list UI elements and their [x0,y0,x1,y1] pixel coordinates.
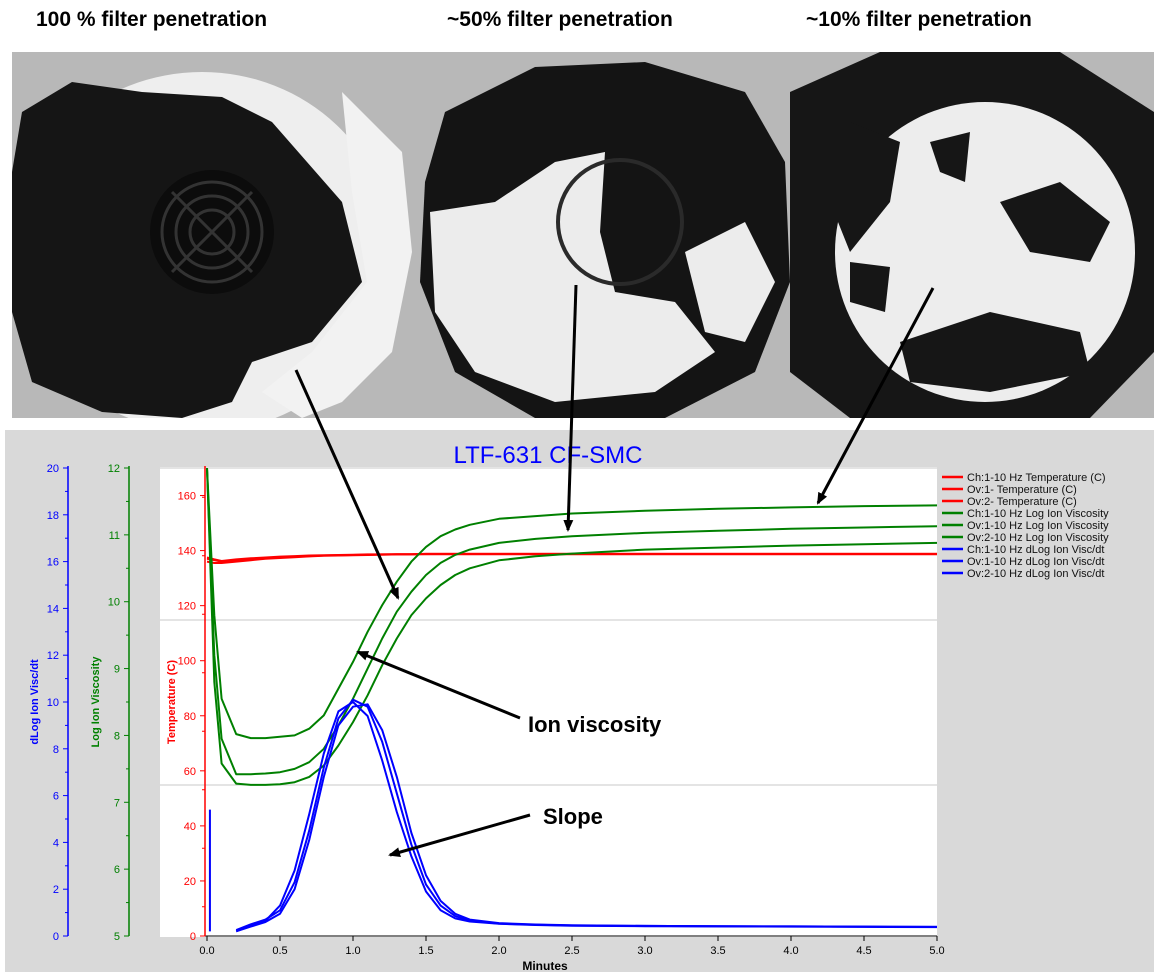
x-tick-label: 4.0 [783,945,798,957]
dlog-tick-label: 2 [53,884,59,896]
x-tick-label: 3.5 [710,945,725,957]
legend-entry: Ch:1-10 Hz dLog Ion Visc/dt [967,544,1104,556]
logvisc-axis-label: Log Ion Viscosity [90,656,102,748]
photo-title-100: 100 % filter penetration [36,8,268,31]
legend-entry: Ov:1-10 Hz Log Ion Viscosity [967,520,1109,532]
dlog-tick-label: 0 [53,931,59,943]
photo-50-percent-penetration [415,52,790,418]
photo-title-50: ~50% filter penetration [447,8,673,31]
temp-tick-label: 160 [178,491,196,503]
temp-tick-label: 120 [178,601,196,613]
dlog-tick-label: 4 [53,837,59,849]
dlog-tick-label: 6 [53,791,59,803]
x-tick-label: 0.0 [199,945,214,957]
logvisc-tick-label: 5 [114,931,120,943]
legend-entry: Ov:1- Temperature (C) [967,484,1077,496]
x-tick-label: 5.0 [929,945,944,957]
dlog-tick-label: 14 [47,603,59,615]
photo-title-10: ~10% filter penetration [806,8,1032,31]
temp-axis-label: Temperature (C) [166,660,178,744]
x-tick-label: 4.5 [856,945,871,957]
series-line [206,467,938,776]
temp-tick-label: 20 [184,876,196,888]
temp-tick-label: 80 [184,711,196,723]
dlog-tick-label: 12 [47,650,59,662]
x-tick-label: 0.5 [272,945,287,957]
legend: Ch:1-10 Hz Temperature (C)Ov:1- Temperat… [942,472,1109,580]
logvisc-tick-label: 6 [114,864,120,876]
logvisc-tick-label: 12 [108,463,120,475]
temp-tick-label: 0 [190,931,196,943]
logvisc-tick-label: 8 [114,730,120,742]
x-tick-label: 1.0 [345,945,360,957]
x-tick-label: 3.0 [637,945,652,957]
ion-viscosity-chart: LTF-631 CF-SMC 0.0 0.5 1.0 1.5 2.0 2.5 3.0 3.5 4… [29,442,1109,972]
x-tick-label: 2.5 [564,945,579,957]
legend-entry: Ov:2- Temperature (C) [967,496,1077,508]
dlog-tick-label: 16 [47,557,59,569]
temp-tick-label: 100 [178,656,196,668]
logvisc-tick-label: 10 [108,597,120,609]
dlog-tick-label: 8 [53,744,59,756]
chart-panel: LTF-631 CF-SMC 0.0 0.5 1.0 1.5 2.0 2.5 3.0 3.5 4… [5,430,1154,972]
dlog-tick-label: 10 [47,697,59,709]
x-tick-label: 2.0 [491,945,506,957]
dlog-tick-label: 18 [47,510,59,522]
dlog-axis-label: dLog Ion Visc/dt [29,659,41,745]
legend-entry: Ch:1-10 Hz Temperature (C) [967,472,1106,484]
legend-entry: Ov:1-10 Hz dLog Ion Visc/dt [967,556,1104,568]
chart-title: LTF-631 CF-SMC [454,442,643,469]
logvisc-tick-label: 7 [114,797,120,809]
temp-tick-label: 60 [184,766,196,778]
photo-100-percent-penetration [12,52,415,418]
dlog-tick-label: 20 [47,463,59,475]
logvisc-tick-label: 9 [114,664,120,676]
legend-entry: Ch:1-10 Hz Log Ion Viscosity [967,508,1109,520]
x-axis-label: Minutes [522,959,568,972]
temp-tick-label: 140 [178,546,196,558]
legend-entry: Ov:2-10 Hz Log Ion Viscosity [967,532,1109,544]
temp-tick-label: 40 [184,821,196,833]
logvisc-tick-label: 11 [109,530,120,542]
legend-entry: Ov:2-10 Hz dLog Ion Visc/dt [967,568,1104,580]
photo-10-percent-penetration [790,52,1154,418]
x-tick-label: 1.5 [418,945,433,957]
